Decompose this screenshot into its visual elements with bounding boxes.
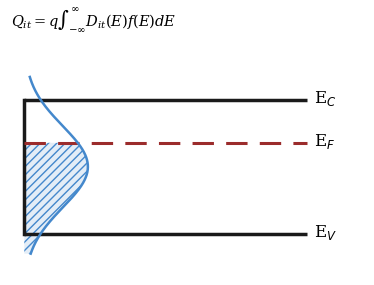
Text: $Q_{it} = q\int_{-\infty}^{\infty} D_{it}(E)f(E)dE$: $Q_{it} = q\int_{-\infty}^{\infty} D_{it…	[11, 6, 177, 34]
Text: E$_V$: E$_V$	[314, 223, 337, 242]
Text: E$_F$: E$_F$	[314, 132, 335, 150]
Text: E$_C$: E$_C$	[314, 89, 337, 108]
